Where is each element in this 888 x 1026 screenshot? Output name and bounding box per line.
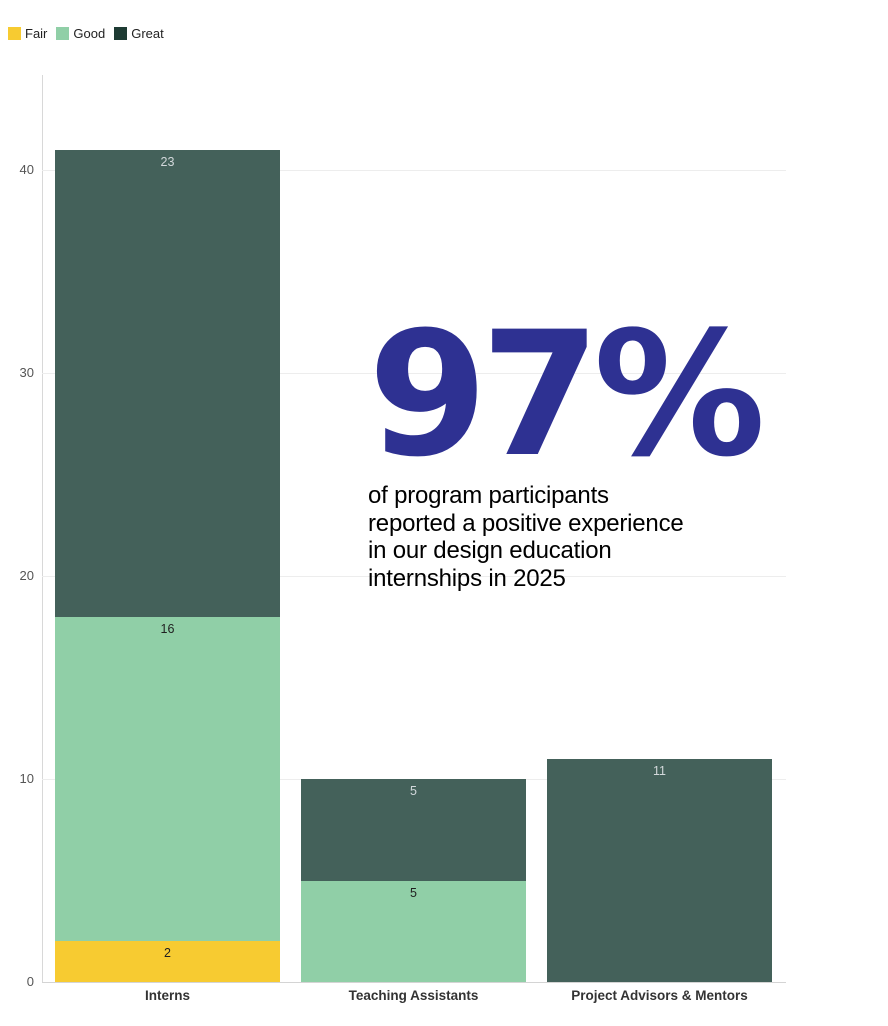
- value-label: 11: [653, 763, 666, 778]
- x-axis-line: [42, 982, 786, 983]
- legend-swatch-great: [114, 27, 128, 40]
- y-tick-label: 30: [19, 365, 34, 380]
- annotation-line-2: reported a positive experience: [368, 509, 684, 537]
- legend-label: Fair: [25, 26, 48, 41]
- annotation-line-1: of program participants: [368, 482, 609, 510]
- value-label: 5: [410, 885, 417, 900]
- legend-swatch-good: [56, 27, 70, 40]
- y-tick-label: 0: [26, 974, 34, 989]
- y-tick-label: 40: [19, 162, 34, 177]
- bar-segment-teaching-assistants-good[interactable]: 5: [301, 880, 526, 982]
- category-label-teaching-assistants: Teaching Assistants: [348, 988, 479, 1003]
- category-label-interns: Interns: [144, 988, 190, 1003]
- value-label: 2: [164, 946, 171, 961]
- legend-label: Great: [131, 26, 164, 41]
- legend-item-fair[interactable]: Fair: [8, 26, 47, 41]
- legend-label: Good: [73, 26, 106, 41]
- gridline: [42, 373, 786, 374]
- annotation-body: of program participants reported a posit…: [368, 482, 788, 592]
- legend-item-great[interactable]: Great: [114, 26, 164, 41]
- value-label: 5: [410, 784, 417, 798]
- gridline: [42, 170, 786, 171]
- legend-item-good[interactable]: Good: [56, 26, 105, 41]
- bar-segment-project-advisors-mentors-great[interactable]: 11: [547, 758, 772, 982]
- annotation: 97% of program participants reported a p…: [368, 294, 788, 592]
- y-tick-label: 10: [19, 771, 34, 786]
- value-label: 23: [160, 154, 175, 169]
- value-label: 16: [160, 621, 175, 636]
- annotation-line-3: in our design education: [368, 537, 612, 565]
- bar-segment-interns-great[interactable]: 23: [55, 149, 280, 617]
- bar-segment-interns-fair[interactable]: 2: [55, 941, 280, 982]
- bar-segment-teaching-assistants-great[interactable]: 5: [301, 779, 526, 881]
- gridline: [42, 576, 786, 577]
- annotation-headline: 97%: [368, 294, 766, 495]
- y-axis-line: [42, 75, 43, 982]
- annotation-line-4: internships in 2025: [368, 564, 566, 592]
- bar-segment-interns-good[interactable]: 16: [55, 616, 280, 942]
- legend: Fair Good Great: [8, 26, 164, 41]
- legend-swatch-fair: [8, 27, 21, 40]
- category-label-project-advisors-mentors: Project Advisors & Mentors: [571, 988, 748, 1003]
- y-tick-label: 20: [19, 568, 34, 583]
